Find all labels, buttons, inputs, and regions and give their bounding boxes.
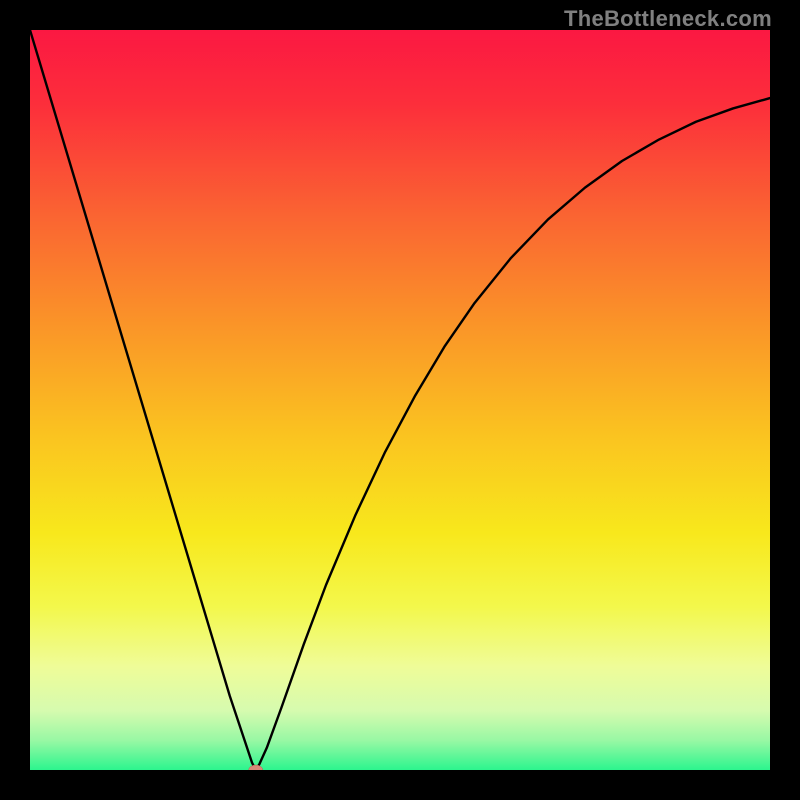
plot-area	[30, 30, 770, 770]
watermark-text: TheBottleneck.com	[564, 6, 772, 32]
chart-svg	[30, 30, 770, 770]
chart-frame: TheBottleneck.com	[0, 0, 800, 800]
